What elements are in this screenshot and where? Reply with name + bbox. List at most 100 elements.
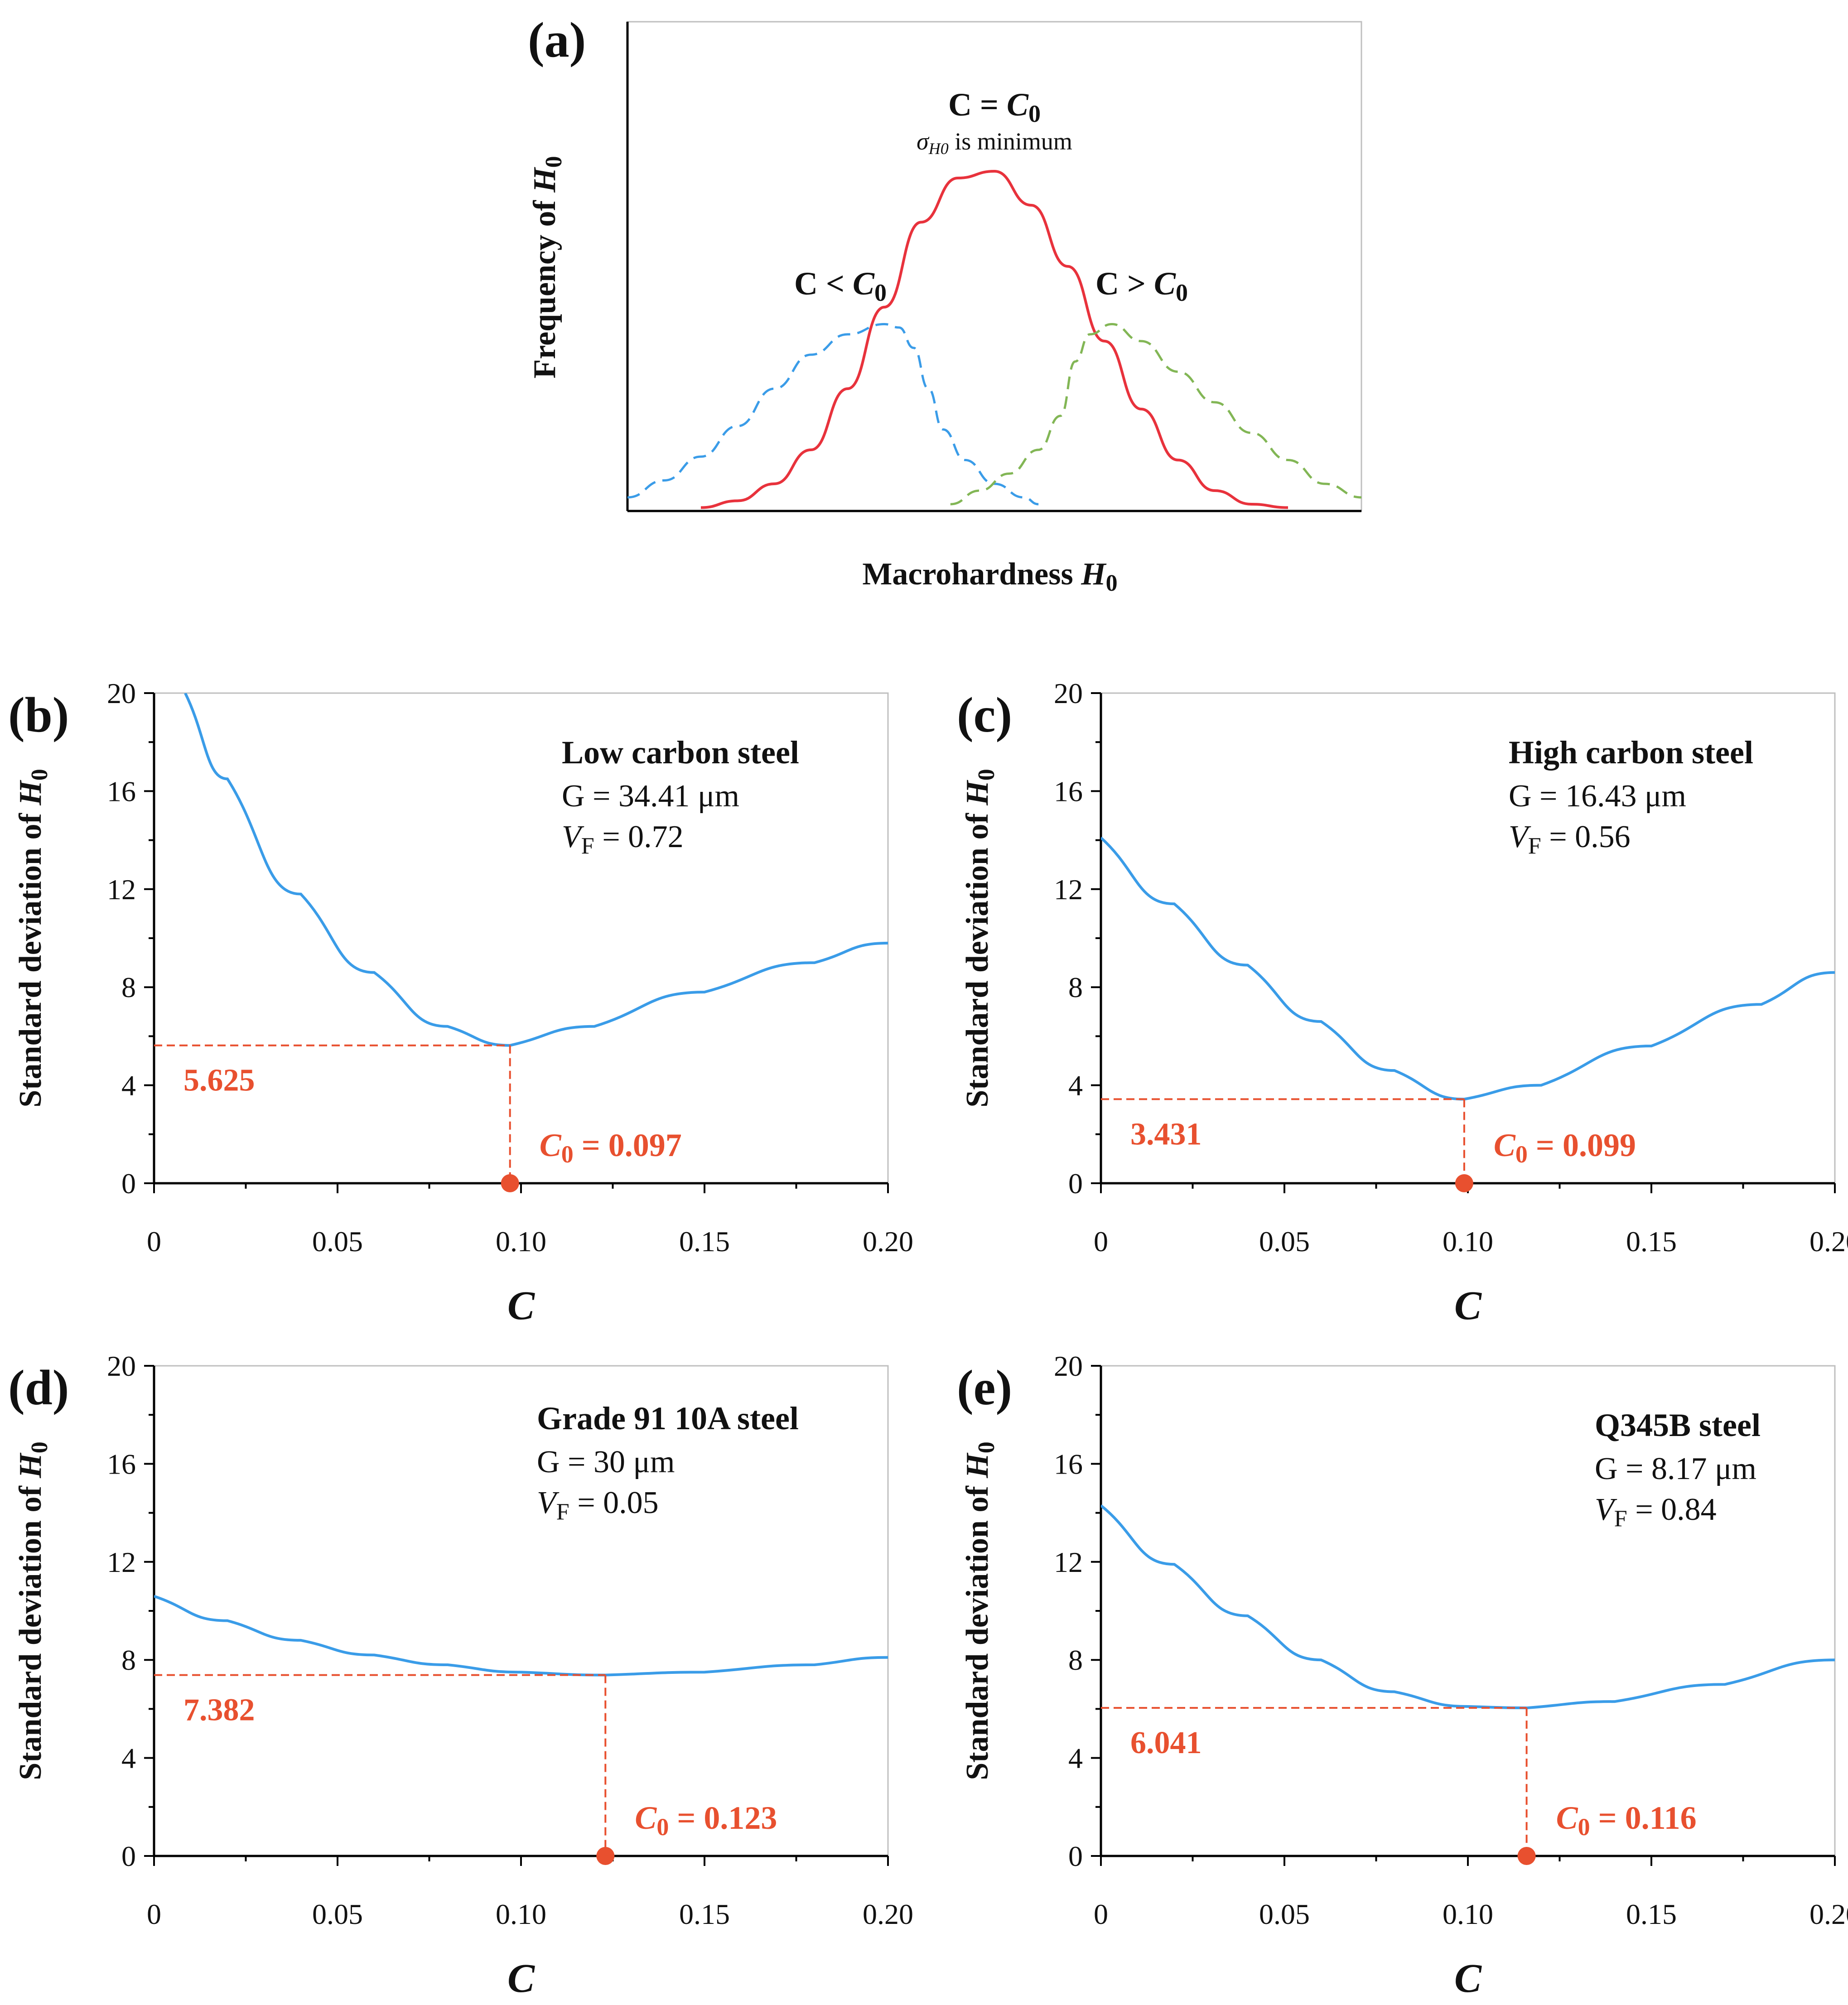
panel-e-label: (e): [957, 1360, 1012, 1415]
panel-c-c0-label: C0​ = 0.099: [1494, 1127, 1636, 1168]
panel-b-series-line: [184, 693, 888, 1047]
panel-b-info-grain: G = 34.41 μm: [562, 779, 739, 814]
panel-c-title: High carbon steel: [1509, 734, 1753, 771]
panel-e-y-tick-label: 12: [1054, 1546, 1083, 1578]
panel-b-c0-marker: [501, 1174, 519, 1192]
panel-a-annotation-c-less: C < C0​: [794, 265, 887, 306]
panel-b-c0-label: C0​ = 0.097: [540, 1127, 682, 1168]
panel-d-c0-label: C0​ = 0.123: [635, 1800, 777, 1841]
panel-d-x-tick-label: 0.20: [863, 1898, 913, 1930]
panel-c: 0 4 8 12 16 20 0 0.05 0.10 0.15 0.20 3.431 C0​ = 0.0…: [957, 677, 1848, 1328]
panel-d-info-vf: VF​ = 0.05: [537, 1485, 659, 1525]
panel-e-info-grain: G = 8.17 μm: [1595, 1451, 1756, 1486]
panel-c-y-tick-label: 4: [1068, 1070, 1083, 1102]
panel-e-c0-marker: [1517, 1847, 1536, 1865]
panel-b-y-tick-label: 20: [107, 677, 136, 709]
panel-a-series-0: [700, 169, 1288, 509]
panel-a-annotation-sigma-min: σH0​ is minimum: [917, 128, 1072, 158]
panel-e-series-line: [1101, 1504, 1835, 1710]
panel-e-title: Q345B steel: [1595, 1407, 1761, 1443]
panel-d-x-tick-label: 0: [147, 1898, 161, 1930]
panel-b-x-label: C: [507, 1283, 535, 1328]
panel-c-info-vf: VF​ = 0.56: [1509, 819, 1631, 859]
panel-d-y-tick-label: 20: [107, 1350, 136, 1382]
panel-e-x-tick-label: 0.15: [1626, 1898, 1677, 1930]
panel-d-y-tick-label: 12: [107, 1546, 136, 1578]
panel-e-y-tick-label: 20: [1054, 1350, 1083, 1382]
panel-b-y-tick-label: 0: [121, 1167, 136, 1200]
panel-d-y-tick-label: 16: [107, 1448, 136, 1480]
panel-e-y-tick-label: 8: [1068, 1644, 1083, 1676]
panel-c-y-tick-label: 0: [1068, 1167, 1083, 1200]
panel-b-min-value-label: 5.625: [183, 1063, 255, 1098]
panel-e-x-tick-label: 0.10: [1443, 1898, 1493, 1930]
panel-b-y-tick-label: 16: [107, 775, 136, 807]
panel-b-x-tick-label: 0.10: [496, 1225, 546, 1258]
panel-d-y-tick-label: 0: [121, 1840, 136, 1872]
panel-a-series-1: [627, 323, 1039, 506]
panel-b-x-tick-label: 0.20: [863, 1225, 913, 1258]
panel-c-y-label: Standard deviation of H0: [960, 769, 999, 1108]
panel-b-x-tick-label: 0.15: [679, 1225, 730, 1258]
panel-a-series-2: [950, 323, 1362, 506]
panel-c-x-tick-label: 0: [1094, 1225, 1108, 1258]
panel-e-min-value-label: 6.041: [1130, 1725, 1202, 1760]
panel-c-y-tick-label: 20: [1054, 677, 1083, 709]
panel-c-x-label: C: [1454, 1283, 1482, 1328]
panel-c-x-tick-label: 0.20: [1809, 1225, 1848, 1258]
panel-c-min-value-label: 3.431: [1130, 1117, 1202, 1152]
panel-d-c0-marker: [596, 1847, 615, 1865]
panel-b-y-label: Standard deviation of H0: [13, 769, 53, 1108]
panel-e-info-vf: VF​ = 0.84: [1595, 1492, 1717, 1532]
panel-d-plot-frame: [153, 1365, 889, 1857]
panel-c-x-tick-label: 0.10: [1443, 1225, 1493, 1258]
panel-d-y-tick-label: 4: [121, 1742, 136, 1774]
panel-c-label: (c): [957, 687, 1012, 742]
panel-c-y-tick-label: 12: [1054, 873, 1083, 906]
panel-d-y-tick-label: 8: [121, 1644, 136, 1676]
panel-c-x-tick-label: 0.05: [1259, 1225, 1310, 1258]
panel-d-x-tick-label: 0.15: [679, 1898, 730, 1930]
panel-b-title: Low carbon steel: [562, 734, 799, 771]
panel-a-label: (a): [528, 12, 586, 67]
panel-c-c0-marker: [1455, 1174, 1473, 1192]
panel-e-x-label: C: [1454, 1956, 1482, 2001]
panel-b-info-vf: VF​ = 0.72: [562, 819, 684, 859]
panel-e: 0 4 8 12 16 20 0 0.05 0.10 0.15 0.20 6.041 C0​ = 0.1…: [957, 1350, 1848, 2001]
panel-c-y-tick-label: 16: [1054, 775, 1083, 807]
panel-d-x-tick-label: 0.10: [496, 1898, 546, 1930]
panel-b-y-tick-label: 4: [121, 1070, 136, 1102]
panel-d-series-line: [154, 1595, 888, 1677]
panel-d: 0 4 8 12 16 20 0 0.05 0.10 0.15 0.20 7.382 C0​ = 0.1…: [8, 1350, 913, 2001]
panel-d-info-grain: G = 30 μm: [537, 1445, 675, 1480]
panel-e-y-tick-label: 4: [1068, 1742, 1083, 1774]
panel-b-x-tick-label: 0: [147, 1225, 161, 1258]
panel-e-y-label: Standard deviation of H0: [960, 1441, 999, 1780]
panel-c-x-tick-label: 0.15: [1626, 1225, 1677, 1258]
panel-d-x-label: C: [507, 1956, 535, 2001]
panel-c-series-line: [1101, 836, 1835, 1101]
panel-b-x-tick-label: 0.05: [312, 1225, 363, 1258]
panel-b-y-tick-label: 12: [107, 873, 136, 906]
panel-d-min-value-label: 7.382: [183, 1693, 255, 1728]
panel-e-c0-label: C0​ = 0.116: [1556, 1800, 1697, 1841]
panel-a-y-label: Frequency of H0: [527, 156, 567, 378]
panel-e-y-tick-label: 16: [1054, 1448, 1083, 1480]
panel-d-title: Grade 91 10A steel: [537, 1400, 799, 1436]
panel-e-y-tick-label: 0: [1068, 1840, 1083, 1872]
panel-d-label: (d): [8, 1360, 69, 1415]
panel-c-y-tick-label: 8: [1068, 971, 1083, 1003]
panel-a-x-label: Macrohardness H0: [862, 557, 1117, 596]
panel-a: (a) C = C0​σH0​ is minimum C < C0​ C > C0​ M…: [527, 12, 1362, 596]
panel-c-info-grain: G = 16.43 μm: [1509, 779, 1686, 814]
panel-e-x-tick-label: 0: [1094, 1898, 1108, 1930]
panel-b: 0 4 8 12 16 20 0 0.05 0.10 0.15 0.20 5.625 C0​ = 0.0…: [8, 677, 913, 1328]
panel-a-annotation-c-equals-c0: C = C0​: [948, 87, 1041, 127]
panel-d-x-tick-label: 0.05: [312, 1898, 363, 1930]
panel-d-y-label: Standard deviation of H0: [13, 1441, 53, 1780]
panel-a-annotation-c-greater: C > C0​: [1095, 265, 1188, 306]
panel-b-label: (b): [8, 687, 69, 742]
panel-e-x-tick-label: 0.20: [1809, 1898, 1848, 1930]
panel-e-x-tick-label: 0.05: [1259, 1898, 1310, 1930]
